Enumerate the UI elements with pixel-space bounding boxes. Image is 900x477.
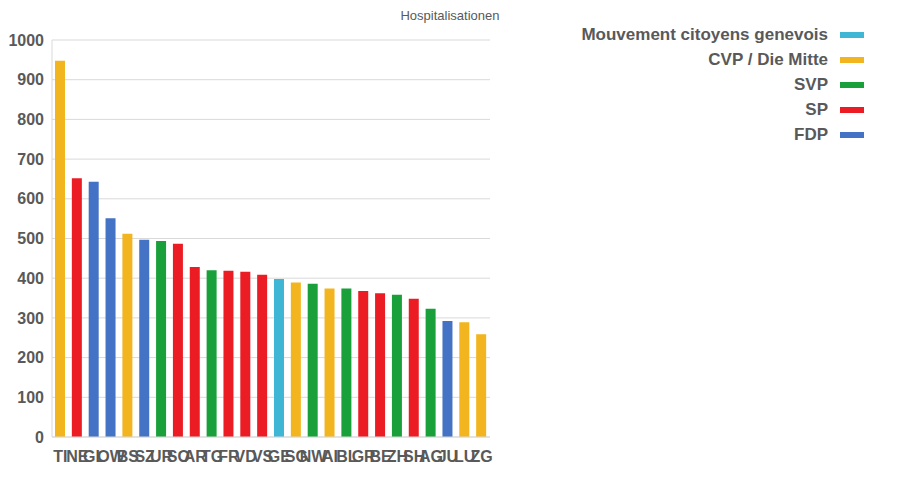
svg-text:0: 0 [35,429,44,446]
html-text:SP: SP [805,99,828,119]
html-text:Hospitalisationen: Hospitalisationen [400,8,500,23]
svg-text:OW: OW [97,448,125,466]
html-text:FDP: FDP [794,124,828,144]
html-text:TI NE: TI NE [53,448,89,466]
svg-text:500: 500 [17,230,44,247]
svg-text:GR: GR [351,448,376,466]
svg-text:JU: JU [437,448,459,466]
svg-text:VS: VS [251,448,274,466]
html-text:SVP: SVP [794,74,828,94]
svg-text:400: 400 [17,270,44,287]
svg-text:600: 600 [17,190,44,207]
svg-text:GE: GE [267,448,291,466]
svg-text:TG: TG [200,448,224,466]
svg-text:1000: 1000 [8,32,44,49]
svg-text:AG: AG [419,448,443,466]
svg-text:BS: BS [116,448,139,466]
svg-text:BE: BE [369,448,392,466]
svg-text:100: 100 [17,389,44,406]
svg-text:SG: SG [284,448,308,466]
svg-text:ZG: ZG [470,448,492,465]
svg-text:ZH: ZH [386,448,408,466]
svg-text:VD: VD [234,448,257,466]
svg-text:700: 700 [17,151,44,168]
svg-text:SO: SO [166,448,190,466]
svg-text:UR: UR [149,448,174,466]
svg-text:NW: NW [299,448,327,466]
svg-text:SH: SH [403,448,426,466]
svg-text:200: 200 [17,349,44,366]
svg-text:SZ: SZ [134,448,155,466]
svg-text:LU: LU [454,448,476,466]
svg-text:300: 300 [17,310,44,327]
svg-text:GL: GL [83,448,106,466]
html-text:AI BL: AI BL [322,448,358,466]
svg-text:800: 800 [17,111,44,128]
html-text:CVP / Die Mitte: CVP / Die Mitte [708,49,828,69]
svg-text:AR: AR [183,448,207,466]
svg-text:FR: FR [218,448,240,466]
svg-text:900: 900 [17,71,44,88]
html-text:Mouvement citoyens genevois: Mouvement citoyens genevois [581,24,828,44]
